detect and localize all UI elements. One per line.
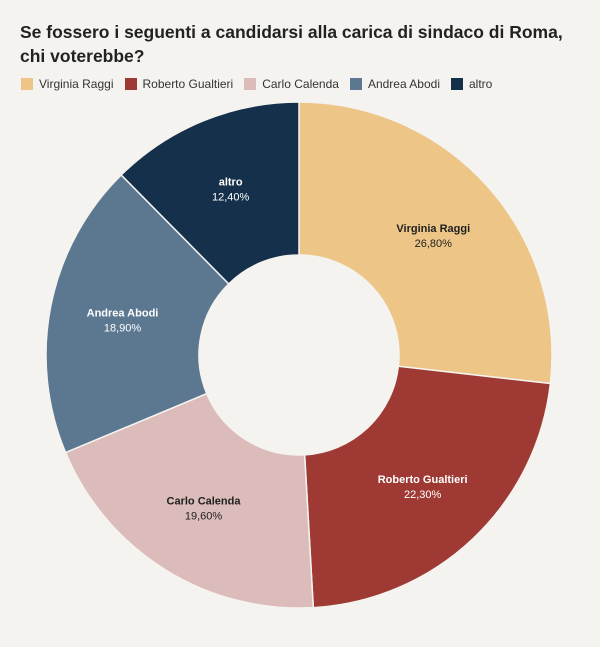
legend-label: altro	[469, 77, 493, 91]
legend-swatch	[124, 78, 137, 90]
slice-value-label: 26,80%	[415, 238, 453, 250]
slice-andrea-abodi	[45, 173, 230, 454]
slice-label: Andrea Abodi	[87, 308, 159, 320]
slice-label: Carlo Calenda	[167, 496, 242, 508]
legend-swatch	[451, 78, 463, 90]
slice-value-label: 18,90%	[104, 323, 142, 335]
legend-item-altro: altro	[451, 77, 492, 91]
slice-value-label: 19,60%	[185, 511, 223, 523]
slice-value-label: 12,40%	[212, 191, 250, 203]
slice-value-label: 22,30%	[404, 489, 442, 501]
slice-carlo-calenda	[64, 392, 315, 609]
chart-legend: Virginia Raggi Roberto Gualtieri Carlo C…	[21, 77, 492, 91]
slice-altro	[120, 101, 300, 285]
chart-title: Se fossero i seguenti a candidarsi alla …	[20, 22, 563, 66]
slice-label: altro	[219, 176, 243, 188]
legend-swatch	[244, 78, 257, 90]
legend-item-andrea-abodi: Andrea Abodi	[349, 77, 440, 91]
legend-swatch	[349, 78, 362, 90]
slice-label: Roberto Gualtieri	[378, 474, 468, 486]
legend-label: Carlo Calenda	[262, 77, 339, 91]
legend-item-virginia-raggi: Virginia Raggi	[21, 77, 114, 91]
legend-item-roberto-gualtieri: Roberto Gualtieri	[124, 77, 234, 91]
legend-label: Roberto Gualtieri	[142, 77, 234, 91]
legend-label: Andrea Abodi	[367, 77, 440, 91]
slice-roberto-gualtieri	[303, 365, 552, 609]
slice-label: Virginia Raggi	[396, 223, 470, 235]
slice-virginia-raggi	[298, 101, 553, 385]
legend-label: Virginia Raggi	[39, 77, 114, 91]
legend-item-carlo-calenda: Carlo Calenda	[244, 77, 339, 91]
legend-swatch	[21, 78, 33, 90]
